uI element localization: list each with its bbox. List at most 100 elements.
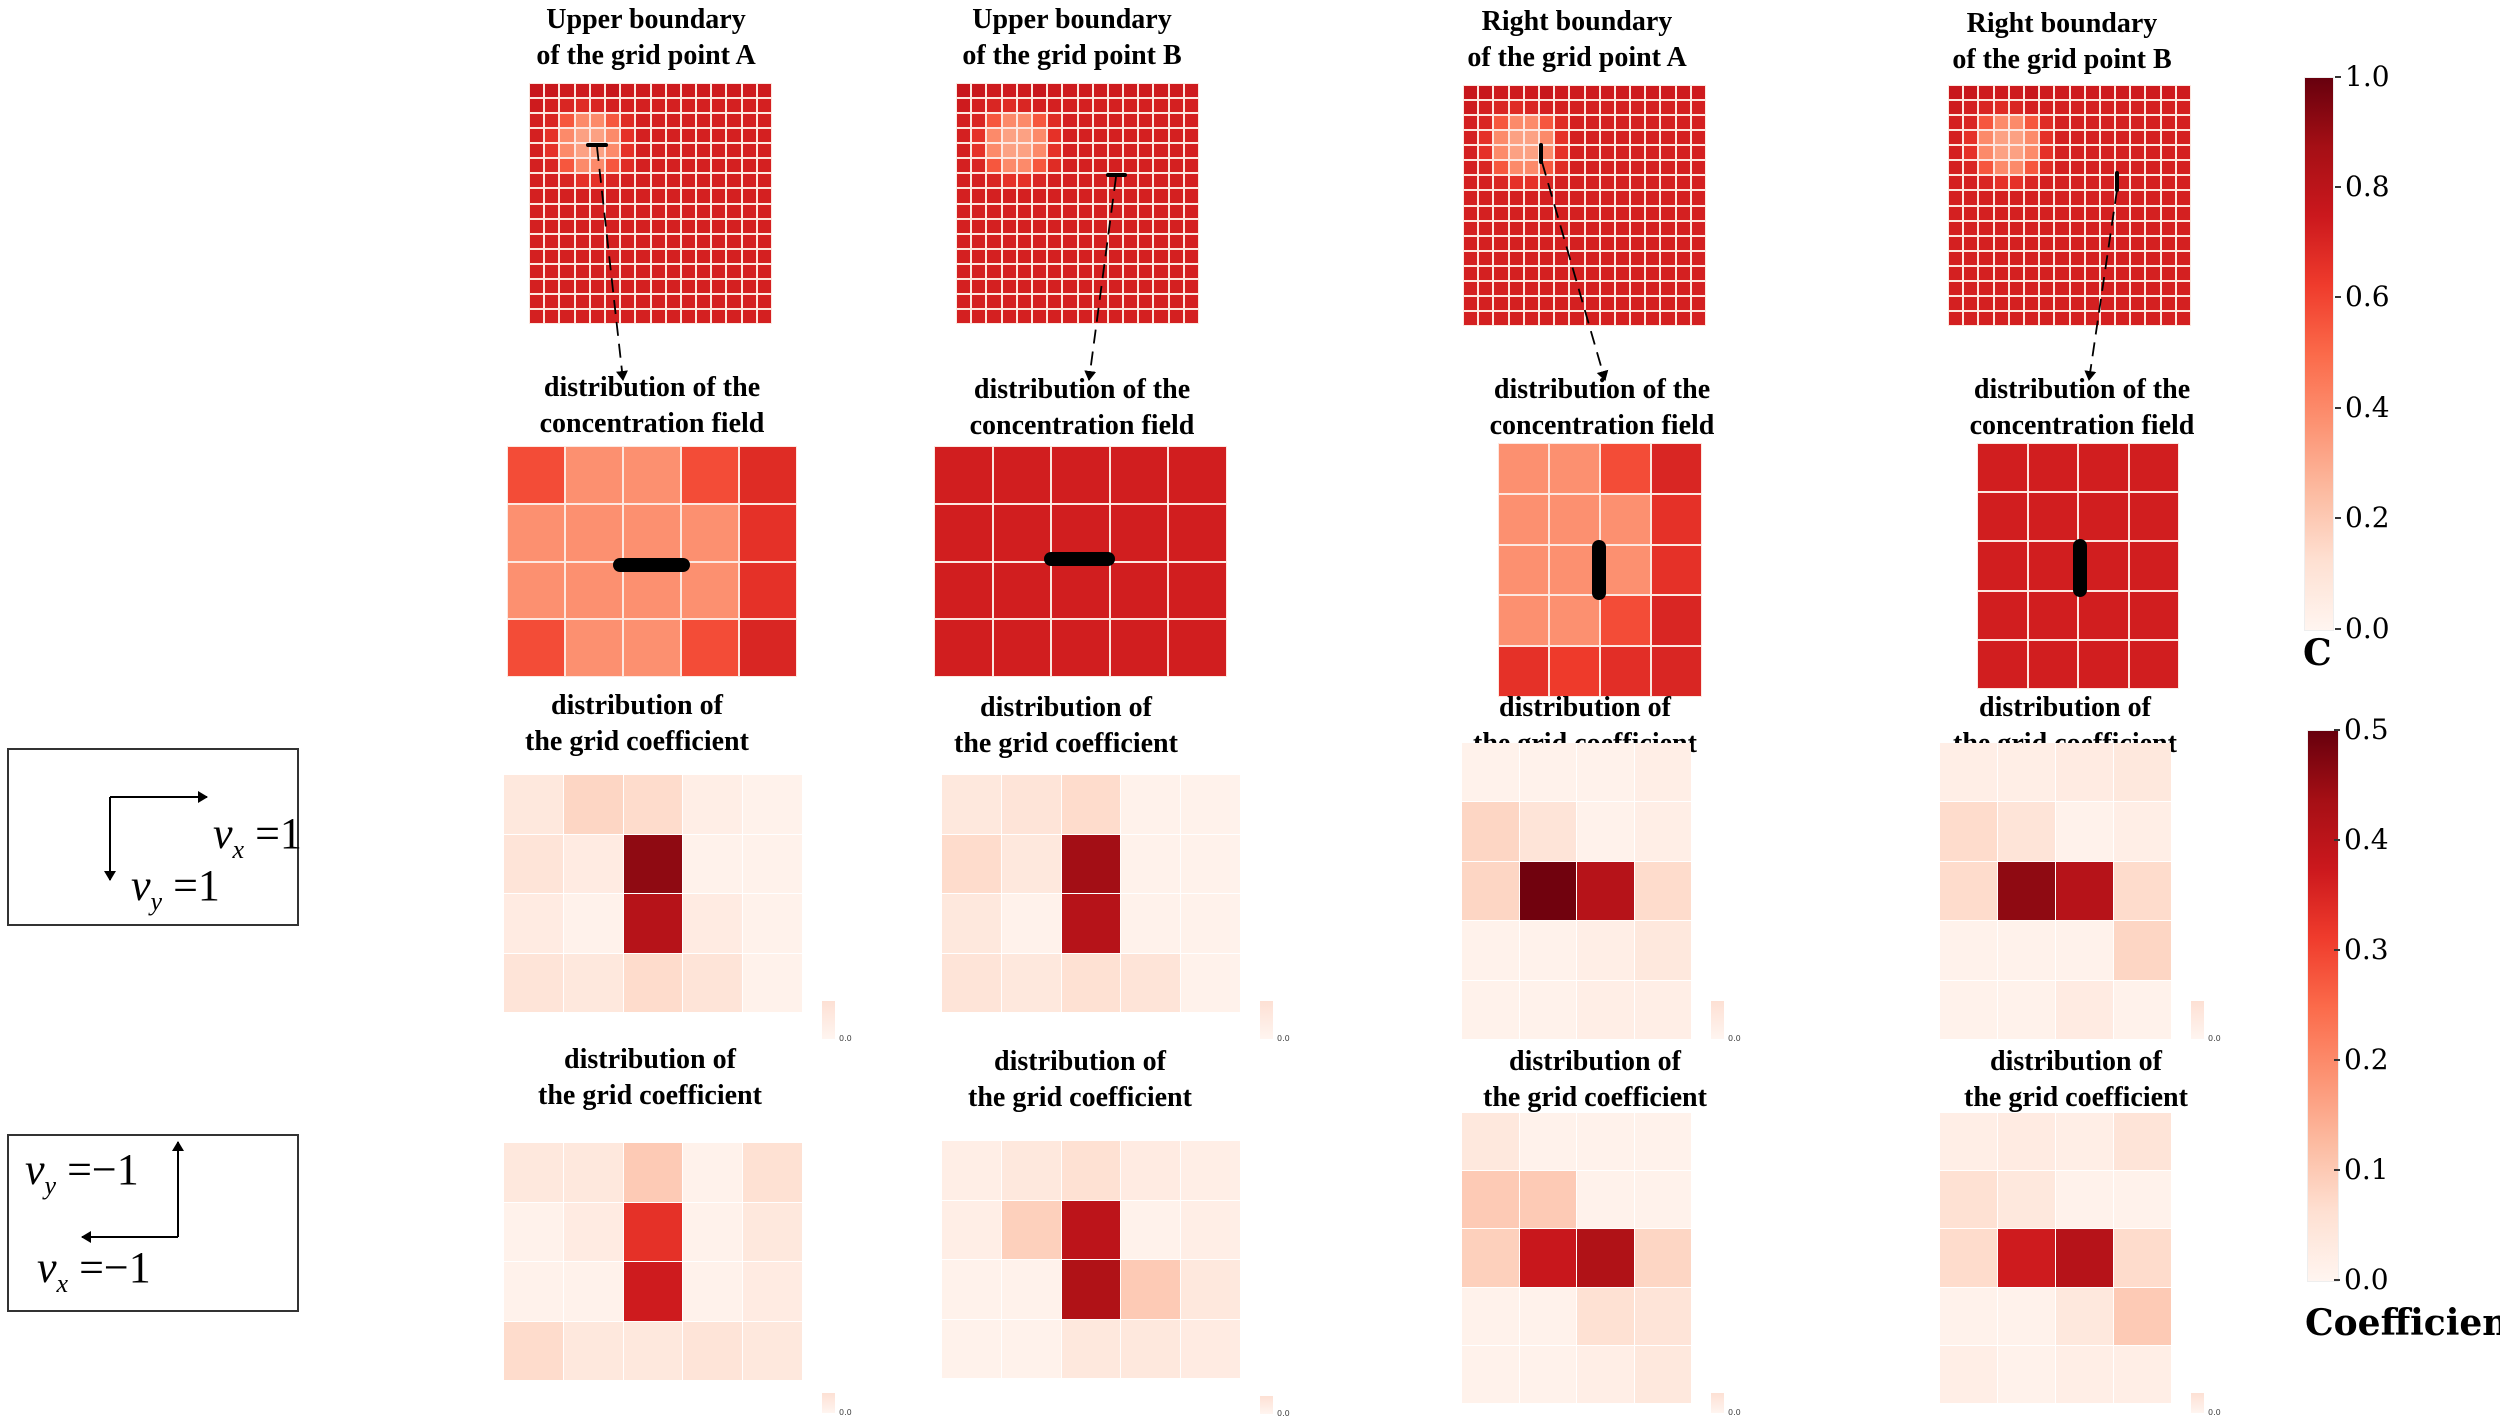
heatmap-cell	[1032, 279, 1047, 293]
cbar-coef-tick: 0.4	[2334, 823, 2389, 856]
heatmap-cell	[2024, 296, 2039, 310]
heatmap-cell	[743, 1143, 802, 1202]
heatmap-cell	[681, 114, 696, 128]
heatmap-cell	[1052, 562, 1109, 619]
heatmap-cell	[636, 204, 650, 218]
heatmap-cell	[2116, 116, 2130, 130]
heatmap-cell	[1646, 191, 1660, 205]
heatmap-cell	[1577, 1171, 1634, 1229]
heatmap-cell	[1998, 743, 2055, 802]
heatmap-cell	[757, 159, 771, 173]
heatmap-cell	[1002, 249, 1016, 263]
heatmap-cell	[727, 174, 741, 188]
heatmap-cell	[2024, 221, 2039, 235]
heatmap-cell	[1462, 1229, 1519, 1287]
heatmap-cell	[1184, 219, 1198, 233]
heatmap-cell	[1600, 131, 1614, 145]
heatmap-cell	[1169, 279, 1183, 293]
heatmap-cell	[942, 1200, 1001, 1259]
heatmap-cell	[575, 174, 589, 188]
heatmap-cell	[2131, 146, 2145, 160]
heatmap-cell	[1519, 861, 1576, 921]
heatmap-cell	[2129, 591, 2178, 639]
heatmap-cell	[1979, 176, 1993, 190]
heatmap-cell	[504, 834, 563, 893]
heatmap-cell	[590, 309, 604, 323]
heatmap-cell	[712, 234, 726, 248]
heatmap-cell	[605, 294, 620, 308]
heatmap-cell	[575, 204, 589, 218]
heatmap-cell	[2040, 161, 2054, 175]
heatmap-cell	[2009, 206, 2023, 220]
heatmap-cell	[681, 189, 696, 203]
velocity-box-negative: vy =−1 vx =−1	[7, 1134, 299, 1312]
heatmap-cell	[1154, 99, 1168, 113]
heatmap-cell	[1646, 206, 1660, 220]
heatmap-cell	[651, 189, 665, 203]
heatmap-cell	[2116, 221, 2130, 235]
heatmap-cell	[742, 234, 756, 248]
heatmap-cell	[987, 279, 1001, 293]
heatmap-cell	[1184, 249, 1198, 263]
heatmap-cell	[1676, 131, 1690, 145]
heatmap-cell	[590, 129, 604, 143]
heatmap-cell	[530, 144, 544, 158]
heatmap-cell	[2131, 311, 2145, 325]
heatmap-cell	[697, 159, 711, 173]
heatmap-cell	[1577, 1113, 1634, 1171]
heatmap-cell	[666, 294, 680, 308]
heatmap-cell	[636, 294, 650, 308]
heatmap-cell	[1048, 264, 1062, 278]
heatmap-cell	[621, 279, 635, 293]
heatmap-cell	[1139, 279, 1153, 293]
heatmap-cell	[742, 219, 756, 233]
heatmap-cell	[1634, 921, 1691, 980]
heatmap-cell	[757, 279, 771, 293]
heatmap-cell	[2070, 251, 2084, 265]
heatmap-cell	[563, 894, 623, 953]
heatmap-cell	[2024, 146, 2039, 160]
heatmap-cell	[1940, 1345, 1997, 1403]
global-field-col4	[1948, 85, 2191, 326]
heatmap-cell	[1032, 174, 1047, 188]
heatmap-cell	[1108, 264, 1123, 278]
coef-map-negative-col2	[942, 1141, 1240, 1378]
heatmap-cell	[2009, 176, 2023, 190]
heatmap-cell	[2114, 1171, 2171, 1229]
heatmap-cell	[697, 99, 711, 113]
heatmap-cell	[1494, 146, 1508, 160]
heatmap-cell	[545, 309, 559, 323]
heatmap-cell	[621, 294, 635, 308]
heatmap-cell	[1499, 647, 1548, 696]
heatmap-cell	[2161, 116, 2175, 130]
heatmap-cell	[1524, 266, 1538, 280]
heatmap-cell	[2024, 206, 2039, 220]
heatmap-cell	[1577, 1287, 1634, 1345]
heatmap-cell	[1539, 86, 1554, 100]
heatmap-cell	[987, 234, 1001, 248]
heatmap-cell	[1509, 281, 1523, 295]
heatmap-cell	[957, 159, 971, 173]
heatmap-cell	[1124, 264, 1138, 278]
heatmap-cell	[2070, 221, 2084, 235]
heatmap-cell	[1615, 131, 1630, 145]
heatmap-cell	[2129, 493, 2178, 541]
heatmap-cell	[993, 620, 1051, 676]
heatmap-cell	[1585, 101, 1599, 115]
heatmap-cell	[1646, 236, 1660, 250]
heatmap-cell	[987, 144, 1001, 158]
heatmap-cell	[712, 219, 726, 233]
heatmap-cell	[545, 129, 559, 143]
heatmap-cell	[1002, 279, 1016, 293]
heatmap-cell	[1998, 802, 2055, 861]
heatmap-cell	[1479, 221, 1493, 235]
heatmap-cell	[1615, 101, 1630, 115]
heatmap-cell	[987, 309, 1001, 323]
heatmap-cell	[1631, 311, 1645, 325]
heatmap-cell	[1154, 114, 1168, 128]
heatmap-cell	[1994, 251, 2008, 265]
heatmap-cell	[1108, 99, 1123, 113]
heatmap-cell	[2176, 176, 2190, 190]
heatmap-cell	[1555, 236, 1569, 250]
heatmap-cell	[1108, 84, 1123, 98]
